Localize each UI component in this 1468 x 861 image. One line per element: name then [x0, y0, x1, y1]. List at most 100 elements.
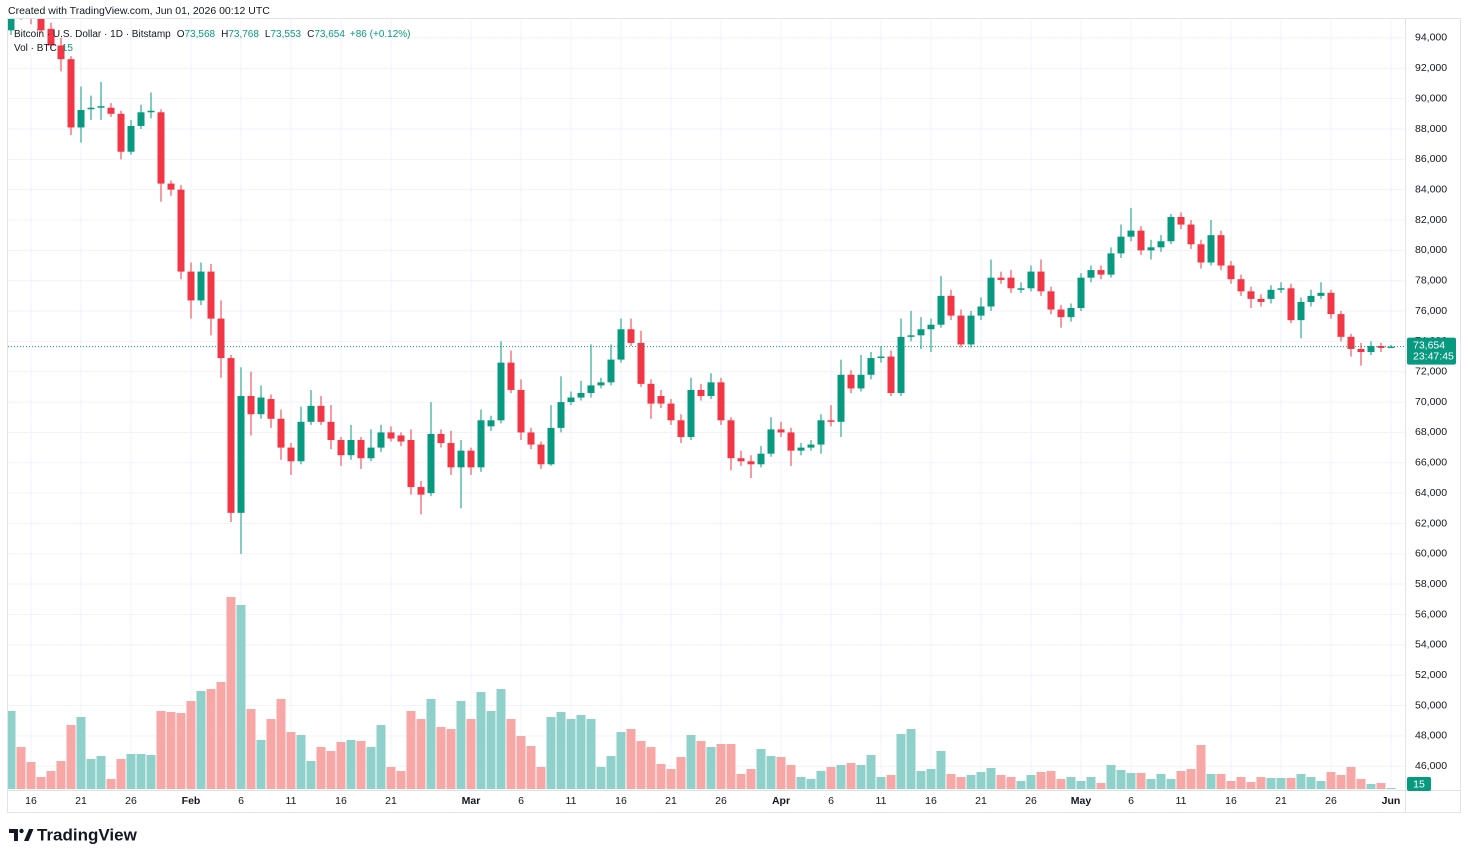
x-tick-label: 26 — [125, 795, 137, 807]
volume-bar — [796, 777, 806, 789]
volume-bar — [396, 771, 406, 789]
ohlc-value: 73,768 — [228, 29, 259, 40]
candle-body — [137, 112, 145, 126]
volume-bar — [8, 711, 16, 789]
x-tick-label: 26 — [1025, 795, 1037, 807]
volume-bar — [1366, 784, 1376, 789]
volume-bar — [966, 775, 976, 789]
volume-bar — [596, 767, 606, 789]
volume-bar — [46, 771, 56, 789]
candle-body — [1337, 314, 1345, 337]
y-tick-label: 56,000 — [1415, 608, 1447, 620]
volume-bar — [1106, 765, 1116, 789]
candle-body — [837, 374, 845, 422]
volume-bar — [776, 757, 786, 789]
y-tick-label: 68,000 — [1415, 426, 1447, 438]
volume-bar — [916, 771, 926, 789]
chart-frame — [7, 18, 1461, 813]
volume-value: 15 — [62, 43, 74, 54]
x-tick-label: 16 — [615, 795, 627, 807]
candle-body — [727, 420, 735, 459]
volume-bar — [1066, 777, 1076, 789]
brand-logo: TradingView — [9, 825, 138, 844]
candle-body — [107, 107, 115, 114]
volume-bar — [216, 682, 226, 789]
y-tick-label: 46,000 — [1415, 760, 1447, 772]
volume-bar — [236, 605, 246, 789]
volume-bar — [196, 691, 206, 789]
last-price-label: 73,654 — [1413, 339, 1445, 351]
created-note: Created with TradingView.com, Jun 01, 20… — [8, 5, 270, 17]
x-tick-label: May — [1071, 795, 1092, 807]
volume-bar — [946, 774, 956, 789]
candle-body — [287, 447, 295, 462]
candle-body — [527, 432, 535, 445]
candle-body — [787, 432, 795, 451]
volume-bar — [806, 779, 816, 789]
volume-bar — [16, 747, 26, 789]
candle-body — [747, 461, 755, 465]
candle-body — [537, 444, 545, 465]
candle-body — [267, 399, 275, 419]
y-tick-label: 94,000 — [1415, 32, 1447, 44]
volume-bar — [646, 747, 656, 789]
volume-bar — [726, 744, 736, 789]
candle-body — [807, 444, 815, 448]
volume-bar — [146, 755, 156, 789]
x-tick-label: 16 — [1225, 795, 1237, 807]
volume-bar — [416, 719, 426, 789]
candle-body — [1057, 309, 1065, 318]
candle-body — [397, 435, 405, 442]
candle-body — [887, 356, 895, 393]
candle-body — [547, 427, 555, 465]
logo-mark — [9, 829, 18, 841]
x-tick-label: 16 — [25, 795, 37, 807]
volume-bar — [56, 761, 66, 789]
volume-bar — [1206, 774, 1216, 789]
candle-body — [1197, 244, 1205, 263]
y-tick-label: 88,000 — [1415, 123, 1447, 135]
candle-body — [1377, 345, 1385, 348]
volume-bar — [566, 719, 576, 789]
volume-bar — [386, 767, 396, 789]
volume-bar — [1046, 771, 1056, 789]
candle-body — [177, 189, 185, 272]
candle-body — [627, 329, 635, 343]
candle-body — [1107, 253, 1115, 275]
candle-body — [1017, 288, 1025, 290]
x-tick-label: 21 — [975, 795, 987, 807]
volume-bar — [836, 765, 846, 789]
y-tick-label: 76,000 — [1415, 305, 1447, 317]
candle-body — [167, 183, 175, 190]
candle-body — [1047, 291, 1055, 310]
x-tick-label: 16 — [925, 795, 937, 807]
candle-body — [477, 420, 485, 468]
y-tick-label: 90,000 — [1415, 92, 1447, 104]
last-price-box — [1407, 337, 1456, 365]
candle-body — [237, 396, 245, 513]
volume-bar — [456, 701, 466, 789]
candle-body — [487, 420, 495, 427]
candle-body — [577, 392, 585, 398]
change: +86 (+0.12%) — [350, 29, 411, 40]
volume-bar — [506, 719, 516, 789]
logo-dot — [19, 828, 24, 834]
y-tick-label: 78,000 — [1415, 274, 1447, 286]
volume-bar — [306, 761, 316, 789]
volume-bar — [1156, 774, 1166, 789]
candle-body — [797, 447, 805, 451]
candle-body — [1157, 241, 1165, 248]
volume-bar — [1296, 774, 1306, 789]
x-tick-label: 21 — [665, 795, 677, 807]
candle-body — [1187, 224, 1195, 245]
candle-body — [1007, 277, 1015, 289]
candle-body — [377, 432, 385, 448]
candle-body — [1097, 270, 1105, 275]
volume-bar — [1056, 779, 1066, 789]
candle-body — [757, 453, 765, 465]
candle-body — [1147, 247, 1155, 251]
volume-bar — [826, 767, 836, 789]
x-tick-label: 16 — [335, 795, 347, 807]
